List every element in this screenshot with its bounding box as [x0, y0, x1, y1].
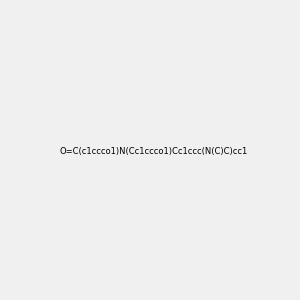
Text: O=C(c1ccco1)N(Cc1ccco1)Cc1ccc(N(C)C)cc1: O=C(c1ccco1)N(Cc1ccco1)Cc1ccc(N(C)C)cc1	[60, 147, 248, 156]
